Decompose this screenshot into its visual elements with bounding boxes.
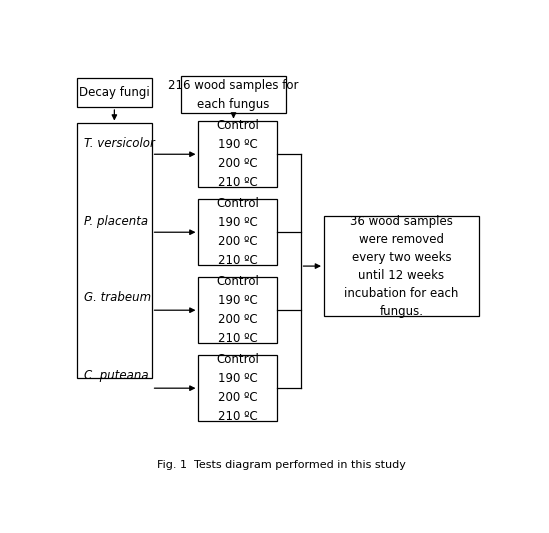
Text: Decay fungi: Decay fungi xyxy=(79,86,150,99)
FancyBboxPatch shape xyxy=(198,122,277,187)
FancyBboxPatch shape xyxy=(324,216,479,317)
FancyBboxPatch shape xyxy=(77,124,152,378)
FancyBboxPatch shape xyxy=(198,277,277,343)
FancyBboxPatch shape xyxy=(77,77,152,107)
Text: Control
190 ºC
200 ºC
210 ºC: Control 190 ºC 200 ºC 210 ºC xyxy=(216,275,259,345)
Text: Control
190 ºC
200 ºC
210 ºC: Control 190 ºC 200 ºC 210 ºC xyxy=(216,197,259,267)
Text: C. puteana: C. puteana xyxy=(83,369,148,382)
Text: 36 wood samples
were removed
every two weeks
until 12 weeks
incubation for each
: 36 wood samples were removed every two w… xyxy=(344,215,459,318)
Text: G. trabeum: G. trabeum xyxy=(83,292,150,304)
FancyBboxPatch shape xyxy=(181,76,285,113)
FancyBboxPatch shape xyxy=(198,199,277,265)
FancyBboxPatch shape xyxy=(198,356,277,421)
Text: Fig. 1  Tests diagram performed in this study: Fig. 1 Tests diagram performed in this s… xyxy=(157,461,406,470)
Text: Control
190 ºC
200 ºC
210 ºC: Control 190 ºC 200 ºC 210 ºC xyxy=(216,119,259,189)
Text: Control
190 ºC
200 ºC
210 ºC: Control 190 ºC 200 ºC 210 ºC xyxy=(216,353,259,423)
Text: 216 wood samples for
each fungus: 216 wood samples for each fungus xyxy=(168,79,299,111)
Text: T. versicolor: T. versicolor xyxy=(83,138,154,150)
Text: P. placenta: P. placenta xyxy=(83,215,148,229)
